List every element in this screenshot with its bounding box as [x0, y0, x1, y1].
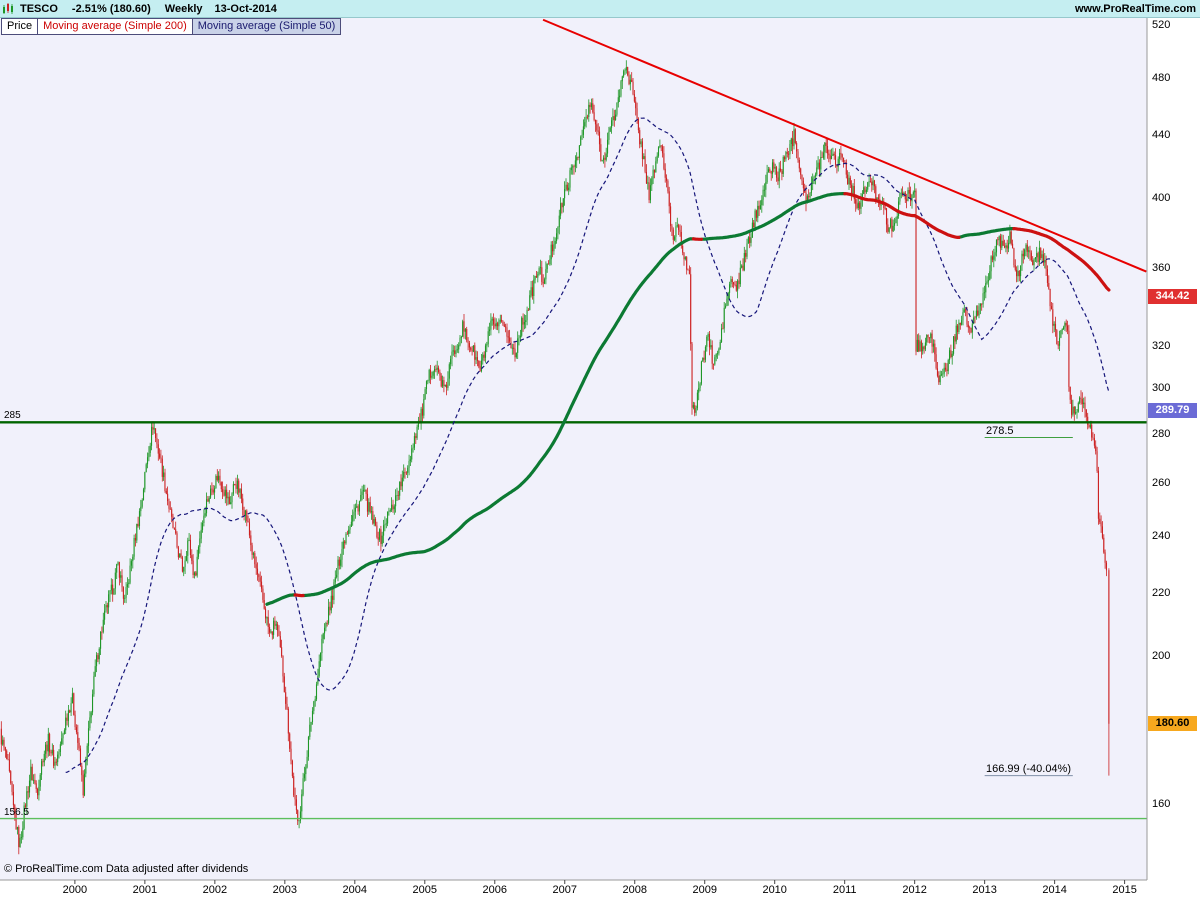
- ma200-line-rising: [265, 192, 1016, 606]
- plot-background: [0, 18, 1147, 880]
- symbol-name: TESCO: [20, 2, 58, 15]
- timeframe-label: Weekly: [164, 2, 203, 15]
- copyright-note: © ProRealTime.com Data adjusted after di…: [4, 863, 249, 875]
- resistance-trendline: [542, 18, 1147, 273]
- quote-date: 13-Oct-2014: [214, 2, 277, 15]
- indicator-legend: Price Moving average (Simple 200) Moving…: [1, 18, 342, 35]
- ma200-line-falling: [293, 192, 1111, 598]
- prorealtime-link[interactable]: www.ProRealTime.com: [1074, 2, 1196, 15]
- legend-price[interactable]: Price: [1, 18, 39, 35]
- chart-canvas[interactable]: [0, 18, 1200, 900]
- legend-ma50[interactable]: Moving average (Simple 50): [191, 18, 342, 35]
- title-bar: TESCO -2.51% (180.60) Weekly 13-Oct-2014…: [0, 0, 1200, 18]
- ma50-line: [65, 117, 1110, 773]
- chart-area: Price Moving average (Simple 200) Moving…: [0, 18, 1200, 900]
- legend-ma200[interactable]: Moving average (Simple 200): [37, 18, 193, 35]
- price-change: -2.51% (180.60): [71, 2, 151, 15]
- chart-icon: [3, 2, 13, 14]
